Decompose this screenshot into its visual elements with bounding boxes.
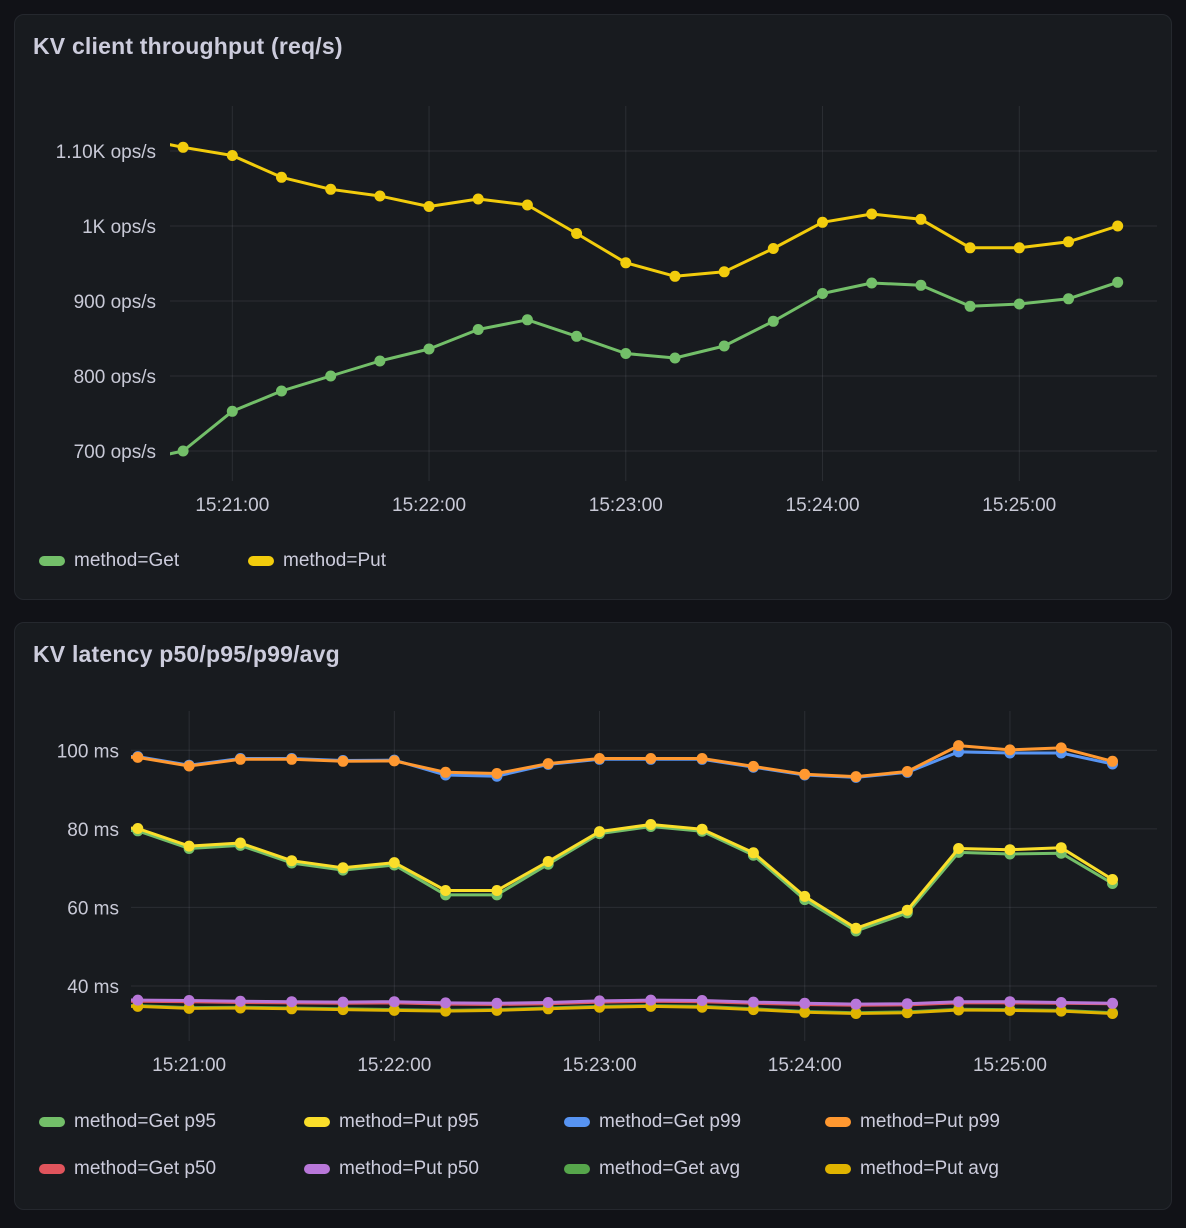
svg-text:1.10K ops/s: 1.10K ops/s (56, 142, 156, 163)
svg-text:60 ms: 60 ms (67, 898, 119, 919)
legend-label: method=Put p95 (339, 1111, 479, 1132)
series-color-swatch-icon (825, 1164, 851, 1174)
legend-item-put-avg[interactable]: method=Put avg (825, 1157, 999, 1181)
svg-text:80 ms: 80 ms (67, 820, 119, 841)
svg-text:700 ops/s: 700 ops/s (74, 442, 156, 463)
svg-text:1K ops/s: 1K ops/s (82, 217, 156, 238)
series-color-swatch-icon (304, 1117, 330, 1127)
legend-item-method-put[interactable]: method=Put (248, 549, 386, 573)
legend-label: method=Get (74, 550, 180, 571)
legend-item-put-p95[interactable]: method=Put p95 (304, 1110, 479, 1134)
svg-text:15:24:00: 15:24:00 (786, 495, 860, 516)
legend-label: method=Put p50 (339, 1158, 479, 1179)
legend-label: method=Get avg (599, 1158, 741, 1179)
legend-item-get-p95[interactable]: method=Get p95 (39, 1110, 216, 1134)
legend-item-method-get[interactable]: method=Get (39, 549, 179, 573)
svg-text:800 ops/s: 800 ops/s (74, 367, 156, 388)
svg-text:15:21:00: 15:21:00 (195, 495, 269, 516)
legend-label: method=Get p50 (74, 1158, 217, 1179)
legend-label: method=Put p99 (860, 1111, 1000, 1132)
panel-latency: KV latency p50/p95/p99/avg 40 ms 60 ms 80 … (14, 622, 1172, 1210)
latency-chart-canvas[interactable]: 40 ms 60 ms 80 ms 100 ms 15:21:00 15:22:00 15:… (15, 623, 1172, 1210)
legend-item-put-p50[interactable]: method=Put p50 (304, 1157, 479, 1181)
series-color-swatch-icon (304, 1164, 330, 1174)
panel-throughput: KV client throughput (req/s) 700 ops/s 80… (14, 14, 1172, 600)
svg-text:15:21:00: 15:21:00 (152, 1055, 226, 1076)
throughput-chart-canvas[interactable]: 700 ops/s 800 ops/s 900 ops/s 1K ops/s 1.10K… (15, 15, 1172, 600)
legend-item-put-p99[interactable]: method=Put p99 (825, 1110, 1000, 1134)
series-color-swatch-icon (39, 1164, 65, 1174)
series-color-swatch-icon (564, 1117, 590, 1127)
legend-item-get-p50[interactable]: method=Get p50 (39, 1157, 216, 1181)
legend-label: method=Put (283, 550, 386, 571)
panel-title-throughput[interactable]: KV client throughput (req/s) (33, 33, 343, 59)
legend-label: method=Get p99 (599, 1111, 742, 1132)
svg-text:15:22:00: 15:22:00 (392, 495, 466, 516)
svg-text:15:23:00: 15:23:00 (563, 1055, 637, 1076)
svg-text:900 ops/s: 900 ops/s (74, 292, 156, 313)
series-color-swatch-icon (564, 1164, 590, 1174)
svg-text:15:25:00: 15:25:00 (982, 495, 1056, 516)
svg-text:15:25:00: 15:25:00 (973, 1055, 1047, 1076)
legend-label: method=Put avg (860, 1158, 999, 1179)
legend-item-get-p99[interactable]: method=Get p99 (564, 1110, 741, 1134)
series-color-swatch-icon (39, 1117, 65, 1127)
legend-label: method=Get p95 (74, 1111, 217, 1132)
series-color-swatch-icon (825, 1117, 851, 1127)
series-color-swatch-icon (39, 556, 65, 566)
svg-text:15:24:00: 15:24:00 (768, 1055, 842, 1076)
svg-text:100 ms: 100 ms (57, 741, 119, 762)
series-color-swatch-icon (248, 556, 274, 566)
panel-title-latency[interactable]: KV latency p50/p95/p99/avg (33, 641, 340, 667)
svg-text:40 ms: 40 ms (67, 977, 119, 998)
legend-item-get-avg[interactable]: method=Get avg (564, 1157, 740, 1181)
svg-text:15:22:00: 15:22:00 (357, 1055, 431, 1076)
svg-text:15:23:00: 15:23:00 (589, 495, 663, 516)
